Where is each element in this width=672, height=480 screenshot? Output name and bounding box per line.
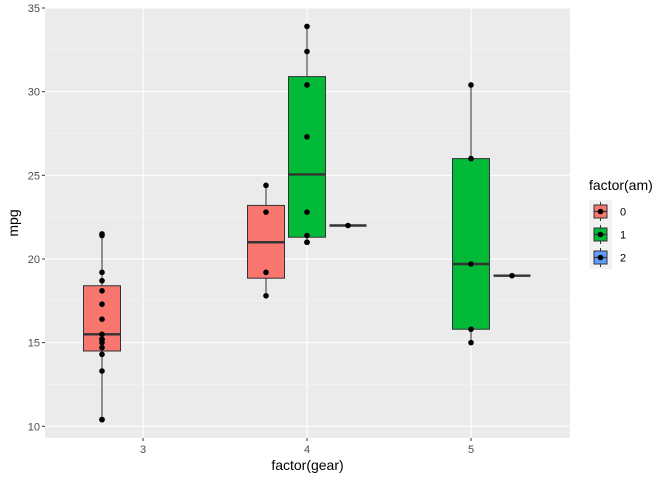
data-point [99,301,105,307]
data-point [304,209,310,215]
data-point [263,209,269,215]
box-5-am1 [452,158,490,330]
data-point [99,416,105,423]
data-point [468,261,474,267]
y-tick-label: 25 [28,170,40,182]
legend-title: factor(am) [589,177,653,193]
x-tick-label: 5 [468,444,474,456]
y-tick-label: 20 [28,254,40,266]
data-point [304,134,310,140]
data-point [99,339,105,346]
legend-key-point [597,231,604,238]
x-axis-title: factor(gear) [271,457,343,473]
y-tick-label: 30 [28,87,40,99]
data-point [509,272,515,279]
data-point [468,339,474,346]
data-point [345,222,351,229]
data-point [468,326,474,333]
data-point [263,269,269,276]
x-tick-label: 4 [304,444,310,456]
data-point [99,287,105,294]
y-tick-label: 15 [28,338,40,350]
y-axis-title: mpg [5,209,21,236]
data-point [468,155,474,162]
data-point [263,182,269,189]
legend-label: 0 [620,207,626,219]
legend: factor(am) 0 1 2 [589,177,653,269]
data-point [304,239,310,246]
data-point [468,82,474,88]
data-point [99,368,105,374]
data-point [99,277,105,284]
data-point [304,23,310,30]
y-tick-label: 35 [28,3,40,15]
y-axis: 10 15 20 25 30 35 [28,3,45,433]
x-axis: 3 4 5 [140,438,474,456]
y-tick-label: 10 [28,421,40,433]
data-point [304,82,310,88]
legend-key-point [597,254,604,261]
data-point [99,351,105,358]
data-point [99,316,105,323]
legend-label: 1 [620,230,626,242]
data-point [263,292,269,299]
data-point [99,331,105,338]
x-tick-label: 3 [140,444,146,456]
data-point [99,269,105,276]
legend-label: 2 [620,253,626,265]
data-point [99,344,105,351]
data-point [304,232,310,239]
data-point [304,48,310,55]
points-layer [99,23,515,423]
legend-key-point [597,208,604,215]
data-point [99,232,105,239]
